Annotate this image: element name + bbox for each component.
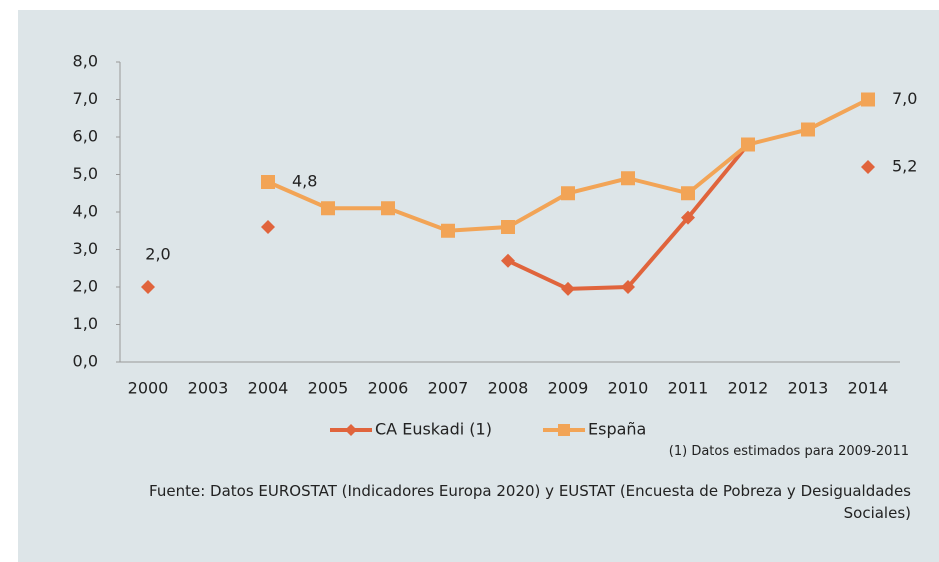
point	[861, 160, 875, 174]
legend-marker	[345, 424, 357, 436]
point	[621, 280, 635, 294]
point	[501, 220, 515, 234]
y-tick-label: 1,0	[73, 314, 98, 333]
note: (1) Datos estimados para 2009-2011	[668, 444, 909, 459]
y-tick-label: 8,0	[73, 52, 98, 71]
x-tick-label: 2007	[428, 379, 469, 398]
x-tick-label: 2014	[848, 379, 889, 398]
series-line	[267, 97, 869, 233]
data-label: 4,8	[292, 172, 317, 191]
x-tick-label: 2006	[368, 379, 409, 398]
y-tick-label: 2,0	[73, 277, 98, 296]
y-tick-label: 0,0	[73, 352, 98, 371]
x-tick-label: 2010	[608, 379, 649, 398]
point	[321, 201, 335, 216]
x-tick-label: 2003	[188, 379, 229, 398]
y-tick-label: 6,0	[73, 127, 98, 146]
point	[801, 122, 815, 137]
legend-label: CA Euskadi (1)	[375, 420, 492, 439]
point	[741, 137, 755, 152]
legend-marker	[558, 424, 570, 436]
y-tick-label: 4,0	[73, 202, 98, 221]
point	[261, 220, 275, 234]
legend-label: España	[588, 420, 646, 439]
point	[681, 210, 695, 225]
x-tick-label: 2000	[128, 379, 169, 398]
x-tick-label: 2005	[308, 379, 349, 398]
point	[561, 281, 575, 296]
source: Fuente: Datos EUROSTAT (Indicadores Euro…	[149, 482, 911, 522]
x-tick-label: 2013	[788, 379, 829, 398]
data-label: 7,0	[892, 89, 917, 108]
x-tick-label: 2008	[488, 379, 529, 398]
point	[861, 92, 875, 107]
x-tick-label: 2004	[248, 379, 289, 398]
y-tick-label: 3,0	[73, 239, 98, 258]
data-label: 5,2	[892, 157, 917, 176]
y-tick-label: 7,0	[73, 89, 98, 108]
point	[381, 201, 395, 216]
point	[441, 223, 455, 238]
point	[141, 280, 155, 294]
y-tick-label: 5,0	[73, 164, 98, 183]
x-tick-label: 2011	[668, 379, 709, 398]
point	[621, 171, 635, 186]
data-label: 2,0	[145, 245, 170, 264]
point	[681, 186, 695, 201]
x-tick-label: 2009	[548, 379, 589, 398]
x-tick-label: 2012	[728, 379, 769, 398]
point	[261, 175, 275, 189]
series-line	[507, 143, 750, 291]
point	[561, 186, 575, 201]
panel	[18, 10, 939, 562]
point	[501, 253, 515, 268]
